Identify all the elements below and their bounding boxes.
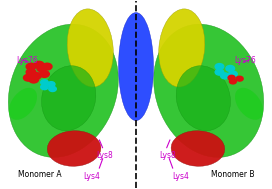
Circle shape xyxy=(42,63,52,70)
Circle shape xyxy=(49,86,56,91)
Circle shape xyxy=(32,73,41,79)
Ellipse shape xyxy=(8,24,118,157)
Circle shape xyxy=(29,76,39,83)
Ellipse shape xyxy=(67,9,113,87)
Circle shape xyxy=(215,64,224,70)
Ellipse shape xyxy=(171,131,225,166)
Ellipse shape xyxy=(119,12,153,121)
Text: Lys76: Lys76 xyxy=(234,56,256,65)
Ellipse shape xyxy=(159,9,205,87)
Ellipse shape xyxy=(47,131,101,166)
Ellipse shape xyxy=(176,66,230,131)
Text: Lys8: Lys8 xyxy=(96,150,113,160)
Circle shape xyxy=(40,71,49,77)
Circle shape xyxy=(26,63,36,70)
Circle shape xyxy=(229,79,236,84)
Text: Monomer B: Monomer B xyxy=(211,170,255,179)
Text: Lys8: Lys8 xyxy=(159,150,176,160)
Circle shape xyxy=(34,61,44,68)
Circle shape xyxy=(37,65,47,72)
Circle shape xyxy=(226,65,234,71)
Circle shape xyxy=(41,84,48,90)
Circle shape xyxy=(228,75,235,80)
Ellipse shape xyxy=(235,88,263,120)
Circle shape xyxy=(26,69,36,75)
Text: Lys4: Lys4 xyxy=(83,172,100,180)
Circle shape xyxy=(47,82,55,87)
Text: Monomer A: Monomer A xyxy=(17,170,61,179)
Circle shape xyxy=(221,73,229,79)
Text: Lys76: Lys76 xyxy=(16,56,38,65)
Circle shape xyxy=(236,76,243,81)
Ellipse shape xyxy=(42,66,96,131)
Circle shape xyxy=(23,74,33,81)
Circle shape xyxy=(41,80,48,85)
Circle shape xyxy=(215,69,224,75)
Ellipse shape xyxy=(9,88,37,120)
Ellipse shape xyxy=(154,24,264,157)
Circle shape xyxy=(228,71,237,77)
Text: Lys4: Lys4 xyxy=(172,172,189,180)
